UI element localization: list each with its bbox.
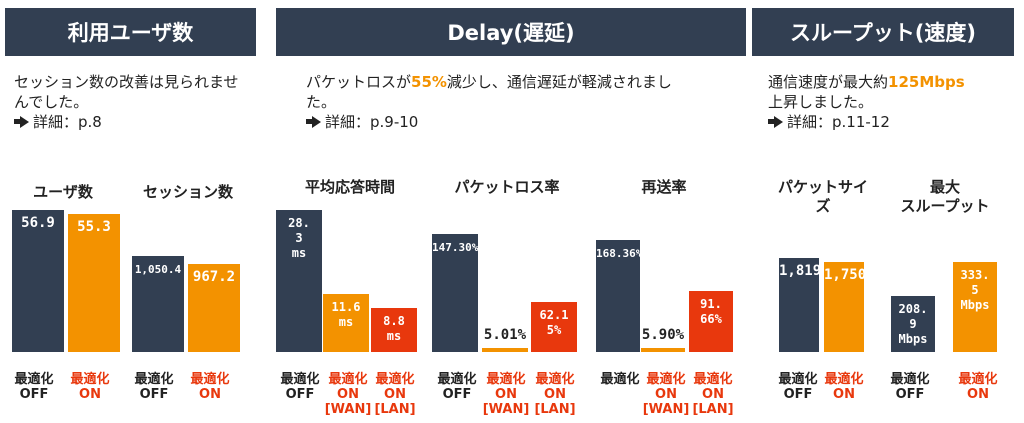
bar-value-label: 55.3 bbox=[77, 218, 111, 235]
bar-value-label: 11.6 ms bbox=[331, 299, 361, 329]
category-label: 最適化 ON [LAN] bbox=[374, 372, 416, 417]
chart-bar bbox=[188, 263, 240, 352]
chart-bar bbox=[432, 234, 478, 352]
category-label: 最適化 ON bbox=[824, 372, 864, 402]
chart-title: パケットロス率 bbox=[454, 178, 560, 196]
bar-value-label: 168.36% bbox=[596, 247, 643, 260]
desc-users-line2: んでした。 bbox=[14, 93, 89, 111]
desc-users: セッション数の改善は見られませ んでした。 詳細：p.8 bbox=[14, 72, 264, 132]
bar-value-label: 8.8 ms bbox=[383, 313, 405, 343]
desc-delay-highlight: 55% bbox=[411, 73, 447, 91]
detail-delay: 詳細：p.9-10 bbox=[306, 112, 746, 132]
category-label: 最適化 OFF bbox=[437, 372, 477, 402]
category-label: 最適化 OFF bbox=[778, 372, 818, 402]
header-delay-title: Delay(遅延) bbox=[447, 21, 575, 45]
header-delay: Delay(遅延) bbox=[276, 8, 746, 56]
chart-bar bbox=[132, 256, 184, 352]
chart-bar bbox=[689, 291, 733, 352]
bar-value-label: 91. 66% bbox=[700, 297, 722, 327]
chart-title: セッション数 bbox=[142, 183, 233, 201]
category-label: 最適化 ON bbox=[958, 372, 998, 402]
desc-delay: パケットロスが55%減少し、通信遅延が軽減されまし た。 詳細：p.9-10 bbox=[306, 72, 746, 132]
bar-value-label: 967.2 bbox=[192, 268, 236, 285]
desc-throughput-highlight: 125Mbps bbox=[888, 73, 965, 91]
desc-delay-pre: パケットロスが bbox=[306, 73, 412, 91]
bar-value-label: 56.9 bbox=[21, 215, 55, 231]
chart-bar bbox=[482, 347, 528, 352]
desc-throughput-line2: 上昇しました。 bbox=[768, 93, 874, 111]
category-label: 最適化 OFF bbox=[890, 372, 930, 402]
chart-title: 最大 スループット bbox=[900, 178, 990, 215]
chart-bar bbox=[12, 210, 64, 352]
chart-bar bbox=[953, 262, 997, 352]
category-label: 最適化 ON [WAN] bbox=[642, 372, 690, 417]
bar-value-label: 62.1 5% bbox=[539, 308, 569, 338]
desc-throughput-pre: 通信速度が最大約 bbox=[768, 73, 889, 91]
chart-bar bbox=[891, 295, 935, 352]
header-throughput: スループット(速度) bbox=[752, 8, 1014, 56]
bar-value-label: 28. 3 ms bbox=[288, 216, 310, 260]
detail-delay-text: 詳細：p.9-10 bbox=[325, 113, 419, 131]
desc-delay-post: 減少し、通信遅延が軽減されまし bbox=[446, 73, 672, 91]
desc-throughput-line1: 通信速度が最大約125Mbps bbox=[768, 72, 1018, 92]
bar-value-label: 1,819 bbox=[779, 263, 822, 279]
category-label: 最適化 ON [LAN] bbox=[692, 372, 734, 417]
detail-throughput-text: 詳細：p.11-12 bbox=[787, 113, 890, 131]
header-throughput-title: スループット(速度) bbox=[790, 21, 976, 45]
bar-value-label: 1,750 bbox=[824, 266, 867, 283]
bar-value-label: 1,050.4 bbox=[134, 263, 182, 276]
chart-title: 再送率 bbox=[641, 178, 687, 196]
chart-bar bbox=[371, 307, 417, 352]
chart-bar bbox=[824, 261, 864, 352]
desc-users-line1: セッション数の改善は見られませ bbox=[14, 73, 239, 91]
chart-title: 平均応答時間 bbox=[304, 178, 395, 196]
chart-title: パケットサイ ズ bbox=[777, 178, 868, 215]
bar-value-label: 5.90% bbox=[641, 327, 685, 343]
chart-bar bbox=[68, 213, 120, 352]
category-label: 最適化 ON bbox=[70, 372, 110, 402]
chart-title: ユーザ数 bbox=[33, 183, 93, 201]
bar-value-label: 333. 5 Mbps bbox=[960, 268, 990, 312]
chart-bar bbox=[531, 302, 577, 352]
category-label: 最適化 ON [WAN] bbox=[482, 372, 530, 417]
right-arrow-icon bbox=[306, 119, 312, 124]
desc-delay-line1: パケットロスが55%減少し、通信遅延が軽減されまし bbox=[306, 72, 746, 92]
desc-throughput: 通信速度が最大約125Mbps 上昇しました。 詳細：p.11-12 bbox=[768, 72, 1018, 132]
category-label: 最適化 ON [LAN] bbox=[534, 372, 576, 417]
bar-value-label: 208. 9 Mbps bbox=[898, 301, 928, 346]
category-label: 最適化 OFF bbox=[134, 372, 174, 402]
detail-throughput: 詳細：p.11-12 bbox=[768, 112, 1018, 132]
chart-bar bbox=[641, 348, 685, 352]
category-label: 最適化 OFF bbox=[14, 372, 54, 402]
category-label: 最適化 bbox=[600, 372, 640, 387]
category-label: 最適化 OFF bbox=[280, 372, 320, 402]
chart-bar bbox=[779, 258, 819, 352]
right-arrow-icon bbox=[768, 119, 774, 124]
header-users: 利用ユーザ数 bbox=[5, 8, 256, 56]
header-users-title: 利用ユーザ数 bbox=[67, 21, 194, 45]
bar-value-label: 147.30% bbox=[432, 241, 479, 254]
detail-users-text: 詳細：p.8 bbox=[33, 113, 102, 131]
chart-bar bbox=[276, 210, 322, 352]
bar-value-label: 5.01% bbox=[483, 326, 527, 343]
chart-bar bbox=[323, 293, 369, 352]
category-label: 最適化 ON [WAN] bbox=[324, 372, 372, 417]
desc-delay-line2: た。 bbox=[306, 93, 337, 111]
right-arrow-icon bbox=[14, 119, 20, 124]
category-label: 最適化 ON bbox=[190, 372, 230, 402]
detail-users: 詳細：p.8 bbox=[14, 112, 264, 132]
chart-bar bbox=[596, 240, 640, 352]
